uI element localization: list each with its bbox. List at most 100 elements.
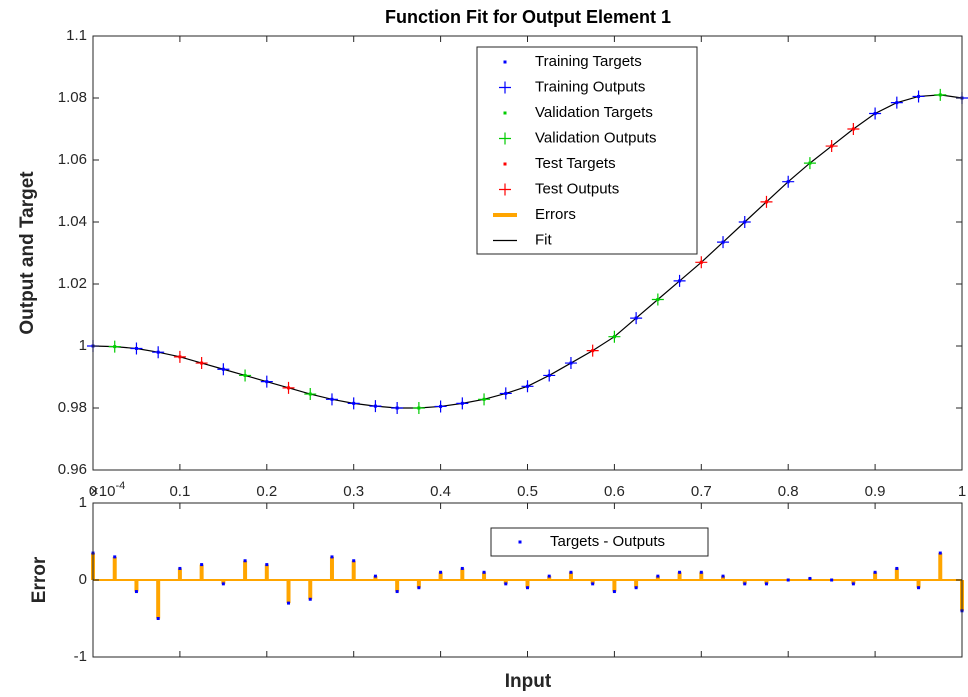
y-axis-label: Output and Target <box>17 171 38 335</box>
axis-exponent: ×10-4 <box>90 480 125 500</box>
dot-marker <box>591 582 595 586</box>
plus-marker <box>369 400 382 413</box>
plus-marker <box>325 393 338 406</box>
plus-marker <box>195 357 208 370</box>
dot-marker <box>808 576 812 580</box>
dot-marker <box>178 566 182 570</box>
plus-marker <box>803 157 816 170</box>
plus-marker <box>130 342 143 355</box>
legend-label: Targets - Outputs <box>550 533 665 550</box>
plus-marker <box>760 195 773 208</box>
dot-marker <box>656 574 660 578</box>
x-tick-label: 0.9 <box>865 483 886 500</box>
dot-marker <box>830 578 834 582</box>
dot-marker <box>938 551 942 555</box>
y-tick-label: 1 <box>79 337 87 354</box>
y-tick-label: 1.02 <box>58 275 87 292</box>
x-axis-label: Input <box>505 671 552 692</box>
y-tick-label: 0.98 <box>58 399 87 416</box>
dot-marker <box>743 582 747 586</box>
dot-marker <box>504 582 508 586</box>
plus-marker <box>152 346 165 359</box>
dot-marker <box>330 555 334 559</box>
y-tick-label: 1.08 <box>58 89 87 106</box>
plus-marker <box>912 90 925 103</box>
dot-marker <box>395 590 399 594</box>
dot-marker <box>612 590 616 594</box>
plus-marker <box>347 397 360 410</box>
x-tick-label: 0 <box>89 483 97 500</box>
dot-marker <box>156 617 160 620</box>
dot-marker <box>352 559 356 563</box>
plus-marker <box>825 140 838 153</box>
plus-marker <box>934 88 947 101</box>
dot-marker <box>221 582 225 586</box>
plus-marker <box>391 402 404 414</box>
dot-marker <box>764 582 768 586</box>
plus-marker <box>543 369 556 382</box>
plus-marker <box>499 132 511 145</box>
y-axis-label: Error <box>29 556 50 603</box>
dot-marker <box>526 586 529 590</box>
y-tick-label: 0.96 <box>58 461 87 478</box>
legend-label: Validation Outputs <box>535 129 656 146</box>
dot-marker <box>721 574 725 578</box>
dot-marker <box>113 555 117 559</box>
plus-marker <box>239 369 252 382</box>
dot-marker <box>518 540 522 544</box>
y-tick-label: 1.1 <box>66 27 87 44</box>
legend-box <box>490 527 709 557</box>
plus-marker <box>173 350 186 363</box>
dot-marker <box>460 566 464 570</box>
legend-label: Errors <box>535 206 576 223</box>
plus-marker <box>608 330 621 343</box>
plus-marker <box>564 357 577 370</box>
plus-marker <box>499 183 511 196</box>
dot-marker <box>917 586 921 590</box>
plus-marker <box>651 293 664 306</box>
plus-marker <box>304 388 317 401</box>
dot-marker <box>503 60 507 64</box>
dot-marker <box>569 570 573 574</box>
legend-label: Validation Targets <box>535 104 653 121</box>
dot-marker <box>699 570 703 574</box>
x-tick-label: 1 <box>958 483 966 500</box>
plus-marker <box>521 380 534 393</box>
x-tick-label: 0.2 <box>256 483 277 500</box>
dot-marker <box>417 586 421 590</box>
x-tick-label: 0.3 <box>343 483 364 500</box>
plus-marker <box>717 236 730 249</box>
exponent-base: ×10 <box>90 483 115 500</box>
plus-marker <box>412 402 425 414</box>
dot-marker <box>634 586 638 590</box>
dot-marker <box>439 570 443 574</box>
dot-marker <box>503 111 507 115</box>
y-tick-label: 1 <box>79 494 87 511</box>
dot-marker <box>678 570 682 574</box>
plus-marker <box>695 256 708 269</box>
dot-marker <box>873 570 877 574</box>
dot-marker <box>265 563 269 567</box>
legend-label: Test Outputs <box>535 180 619 197</box>
plus-marker <box>586 344 599 357</box>
plus-marker <box>847 123 860 135</box>
y-tick-label: 0 <box>79 571 87 588</box>
x-tick-label: 0.7 <box>691 483 712 500</box>
legend-label: Training Targets <box>535 53 642 70</box>
x-tick-label: 0.6 <box>604 483 625 500</box>
x-tick-label: 0.8 <box>778 483 799 500</box>
x-tick-label: 0.5 <box>517 483 538 500</box>
y-tick-label: -1 <box>74 648 87 665</box>
dot-marker <box>373 574 377 578</box>
dot-marker <box>851 582 855 586</box>
plus-marker <box>890 96 903 109</box>
dot-marker <box>547 574 551 578</box>
plus-marker <box>456 397 469 410</box>
plus-marker <box>782 175 795 188</box>
plus-marker <box>869 107 882 120</box>
legend-label: Fit <box>535 231 552 248</box>
dot-marker <box>308 597 312 601</box>
legend-box <box>476 46 698 255</box>
dot-marker <box>482 570 486 574</box>
